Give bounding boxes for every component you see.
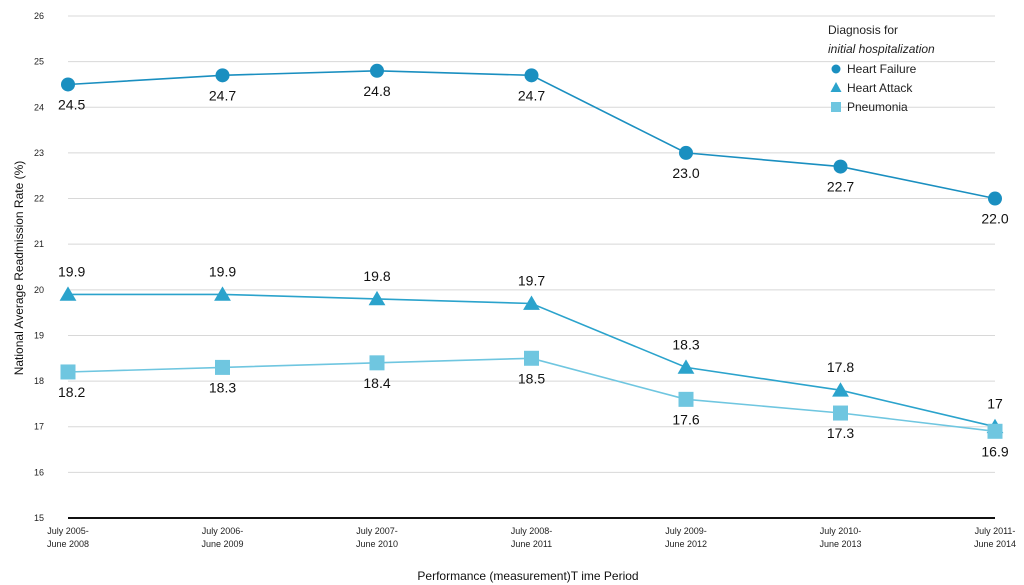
x-tick-label-line: July 2008- [511, 526, 553, 536]
data-label-pneumonia: 18.5 [518, 370, 545, 386]
data-label-pneumonia: 16.9 [981, 443, 1008, 459]
data-label-heart-attack: 19.8 [363, 268, 390, 284]
legend-items: Heart Failure Heart Attack Pneumonia [830, 62, 917, 114]
legend-marker-square-icon [831, 102, 841, 112]
legend-marker-circle-icon [831, 64, 841, 74]
x-tick-label: July 2005- June 2008 [47, 526, 89, 549]
x-tick-label: July 2006- June 2009 [201, 526, 243, 549]
data-point-pneumonia [678, 391, 694, 407]
data-label-heart-failure: 24.8 [363, 83, 390, 99]
data-label-heart-failure: 22.0 [981, 211, 1008, 227]
x-tick-label: July 2011- June 2014 [974, 526, 1016, 549]
y-tick-label: 24 [34, 102, 44, 112]
x-tick-label-line: July 2010- [820, 526, 862, 536]
y-tick-label: 15 [34, 513, 44, 523]
legend-item-heart-failure: Heart Failure [831, 62, 917, 76]
y-tick-label: 17 [34, 422, 44, 432]
data-point-pneumonia [987, 423, 1003, 439]
x-tick-label-line: June 2013 [819, 539, 861, 549]
x-tick-label-line: July 2006- [202, 526, 244, 536]
data-label-heart-failure: 24.7 [518, 87, 545, 103]
data-point-pneumonia [524, 350, 539, 366]
data-point-heart-failure [679, 145, 693, 160]
data-label-pneumonia: 18.2 [58, 384, 85, 400]
data-point-heart-failure [524, 68, 539, 83]
data-point-heart-attack [368, 290, 386, 306]
data-label-heart-attack: 19.7 [518, 273, 545, 289]
legend-label-pneumonia: Pneumonia [847, 100, 908, 114]
data-label-pneumonia: 17.3 [827, 425, 854, 441]
legend-marker-triangle-icon [830, 82, 842, 92]
y-tick-label: 21 [34, 239, 44, 249]
legend-label-heart-attack: Heart Attack [847, 81, 913, 95]
data-point-pneumonia [215, 359, 230, 375]
data-label-heart-attack: 17.8 [827, 359, 854, 375]
data-label-heart-attack: 17 [987, 396, 1003, 412]
data-label-heart-failure: 22.7 [827, 179, 854, 195]
x-tick-label-line: June 2014 [974, 539, 1016, 549]
data-point-heart-attack [832, 382, 849, 397]
y-tick-label: 26 [34, 11, 44, 21]
y-tick-label: 22 [34, 194, 44, 204]
x-tick-label: July 2007- June 2010 [356, 526, 398, 549]
x-axis-title: Performance (measurement)T ime Period [417, 569, 638, 583]
x-tick-label-line: June 2012 [665, 539, 707, 549]
legend-title-line1: Diagnosis for [828, 23, 898, 37]
x-tick-label-line: July 2005- [47, 526, 89, 536]
data-labels: 24.5 24.7 24.8 24.7 23.0 22.7 22.0 19.9 19.9 19.8… [58, 83, 1009, 460]
data-point-pneumonia [369, 355, 385, 371]
data-label-heart-attack: 19.9 [209, 263, 236, 279]
x-tick-label-line: June 2010 [356, 539, 398, 549]
series-line-pneumonia [67, 357, 996, 433]
series-heart-failure [61, 63, 1002, 206]
x-tick-label: July 2010- June 2013 [819, 526, 861, 549]
data-point-heart-failure [988, 191, 1002, 206]
y-tick-label: 18 [34, 376, 44, 386]
x-tick-label: July 2008- June 2011 [511, 526, 553, 549]
x-tick-label-line: July 2009- [665, 526, 707, 536]
x-tick-label-line: June 2008 [47, 539, 89, 549]
x-tick-label-line: July 2007- [356, 526, 398, 536]
data-point-heart-failure [833, 159, 848, 174]
data-label-heart-attack: 18.3 [672, 336, 699, 352]
y-axis-ticks: 15 16 17 18 19 20 21 22 23 24 25 26 [34, 11, 44, 523]
data-point-heart-attack [677, 359, 695, 374]
legend-title-line2: initial hospitalization [828, 42, 935, 56]
data-label-heart-failure: 23.0 [672, 165, 699, 181]
data-label-heart-failure: 24.5 [58, 96, 85, 112]
data-point-heart-attack [59, 286, 77, 301]
x-tick-label: July 2009- June 2012 [665, 526, 707, 549]
y-tick-label: 16 [34, 467, 44, 477]
data-point-heart-failure [215, 68, 230, 83]
y-axis-title: National Average Readmission Rate (%) [12, 161, 26, 376]
x-tick-label-line: June 2009 [201, 539, 243, 549]
data-point-heart-failure [61, 77, 75, 92]
data-label-heart-failure: 24.7 [209, 87, 236, 103]
data-label-pneumonia: 18.4 [363, 375, 390, 391]
data-point-pneumonia [833, 405, 848, 421]
data-point-heart-attack [523, 295, 540, 310]
data-point-heart-failure [370, 63, 384, 78]
data-label-heart-attack: 19.9 [58, 263, 85, 279]
data-label-pneumonia: 17.6 [672, 411, 699, 427]
legend-label-heart-failure: Heart Failure [847, 62, 917, 76]
y-tick-label: 20 [34, 285, 44, 295]
y-tick-label: 23 [34, 148, 44, 158]
data-point-pneumonia [60, 364, 76, 380]
legend-item-pneumonia: Pneumonia [831, 100, 908, 114]
legend: Diagnosis for initial hospitalization He… [828, 23, 935, 114]
series [59, 63, 1004, 439]
data-point-heart-attack [214, 286, 231, 301]
x-tick-label-line: July 2011- [975, 526, 1016, 536]
x-tick-label-line: June 2011 [511, 539, 552, 549]
legend-item-heart-attack: Heart Attack [830, 81, 913, 95]
y-tick-label: 25 [34, 57, 44, 67]
y-tick-label: 19 [34, 330, 44, 340]
data-label-pneumonia: 18.3 [209, 379, 236, 395]
series-pneumonia [60, 350, 1003, 439]
